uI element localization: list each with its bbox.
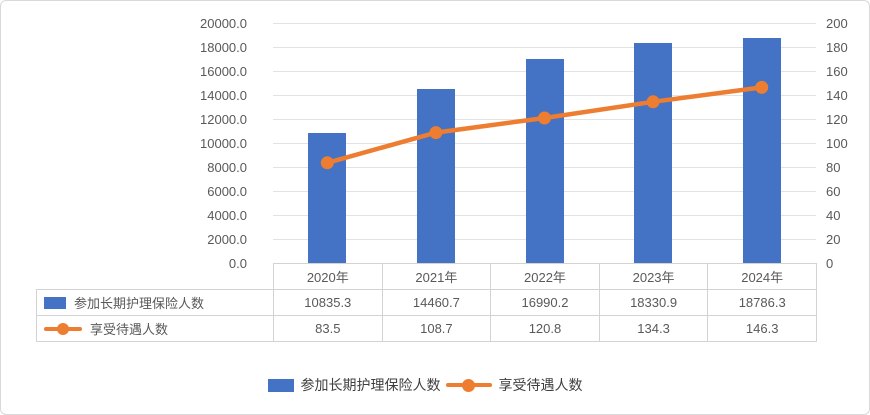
line-marker-2023年 (646, 95, 660, 109)
series-key-cell: 享受待遇人数 (36, 315, 274, 342)
left-axis-tick-label: 2000.0 (207, 232, 247, 247)
data-table-header-row: 2020年 2021年 2022年 2023年 2024年 (37, 263, 817, 290)
line-marker-2024年 (755, 80, 769, 94)
bar-2021年 (416, 89, 455, 263)
legend-label: 参加长期护理保险人数 (300, 377, 441, 393)
data-table-series-row: 参加长期护理保险人数 10835.3 14460.7 16990.2 18330.9 18… (36, 289, 817, 316)
value-cell: 83.5 (273, 315, 383, 342)
trend-line (325, 85, 764, 166)
right-axis-tick-label: 140 (826, 88, 848, 103)
bar-2020年 (308, 132, 347, 263)
value-cell: 18786.3 (707, 289, 817, 316)
right-axis-tick-label: 40 (826, 208, 841, 223)
left-axis-tick-label: 4000.0 (207, 208, 247, 223)
value-cell: 108.7 (381, 315, 492, 342)
series-key-content: 参加长期护理保险人数 (39, 293, 271, 312)
line-marker-2021年 (429, 126, 443, 140)
left-axis-tick-label: 12000.0 (200, 112, 247, 127)
left-axis-tick-label: 16000.0 (200, 64, 247, 79)
year-header-cell: 2022年 (490, 263, 600, 290)
line-marker-2020年 (320, 156, 334, 170)
line-series-layer (320, 80, 769, 170)
horizontal-gridline (273, 47, 816, 48)
right-axis-tick-label: 60 (826, 184, 841, 199)
bar-series-swatch-icon (44, 296, 66, 309)
line-series-marker-icon (44, 322, 82, 335)
legend-item: 参加长期护理保险人数 (267, 375, 441, 395)
legend-item: 享受待遇人数 (445, 375, 583, 395)
right-axis-tick-label: 0 (826, 256, 834, 271)
legend-line-marker-icon (445, 378, 492, 392)
line-marker-dot (462, 378, 475, 392)
value-cell: 146.3 (707, 315, 817, 342)
year-header-cell: 2020年 (273, 263, 383, 290)
left-axis-tick-label: 14000.0 (200, 88, 247, 103)
right-axis-tick-label: 120 (826, 112, 848, 127)
left-axis-tick-label: 8000.0 (207, 160, 247, 175)
line-marker-dot (57, 322, 69, 335)
right-axis-tick-label: 80 (826, 160, 841, 175)
line-marker-2022年 (538, 111, 551, 125)
left-axis-tick-label: 18000.0 (200, 40, 247, 55)
right-axis-tick-label: 200 (826, 16, 848, 31)
value-cell: 134.3 (598, 315, 709, 342)
chart-legend: 参加长期护理保险人数 享受待遇人数 (1, 375, 849, 395)
value-cell: 10835.3 (273, 289, 383, 316)
left-axis-tick-label: 6000.0 (207, 184, 247, 199)
right-axis-tick-label: 160 (826, 64, 848, 79)
series-key-cell: 参加长期护理保险人数 (36, 289, 274, 316)
right-axis-tick-label: 180 (826, 40, 848, 55)
right-axis-tick-label: 20 (826, 232, 841, 247)
value-cell: 18330.9 (598, 289, 709, 316)
legend-label: 享受待遇人数 (498, 377, 583, 393)
year-header-cell: 2023年 (598, 263, 709, 290)
right-axis-tick-label: 100 (826, 136, 848, 151)
series-name-label: 享受待遇人数 (90, 322, 169, 337)
legend-bar-swatch-icon (267, 378, 294, 392)
value-cell: 120.8 (490, 315, 600, 342)
left-axis-tick-label: 20000.0 (200, 16, 247, 31)
left-axis-tick-label: 0.0 (228, 256, 247, 271)
bar-2024年 (742, 37, 781, 263)
left-axis-tick-label: 10000.0 (200, 136, 247, 151)
series-key-content: 享受待遇人数 (39, 319, 271, 338)
value-cell: 16990.2 (490, 289, 600, 316)
value-cell: 14460.7 (381, 289, 492, 316)
data-table-corner-cell (37, 264, 274, 290)
bar-2022年 (525, 59, 564, 263)
bar-2023年 (634, 43, 673, 263)
year-header-cell: 2021年 (381, 263, 492, 290)
series-name-label: 参加长期护理保险人数 (74, 296, 205, 311)
year-header-cell: 2024年 (707, 263, 817, 290)
data-table-series-row: 享受待遇人数 83.5 108.7 120.8 134.3 146.3 (36, 315, 817, 342)
horizontal-gridline (273, 23, 816, 24)
data-table: 2020年 2021年 2022年 2023年 2024年参加长期护理保险人数 10835… (36, 263, 817, 342)
